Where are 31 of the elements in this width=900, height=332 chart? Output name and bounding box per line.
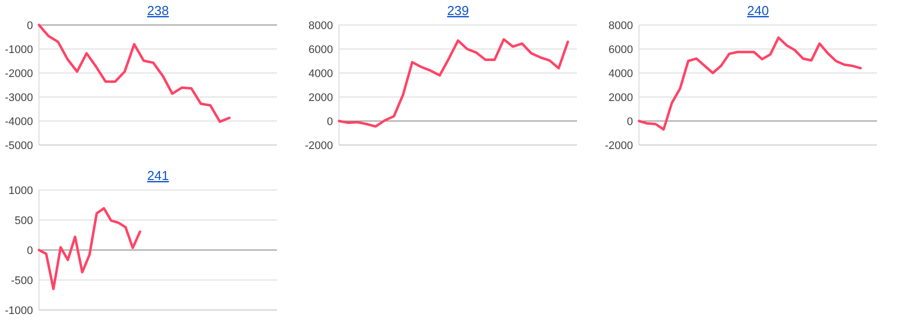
y-tick-label: 8000: [308, 20, 333, 32]
line-series: [38, 24, 231, 123]
y-tick-label: -3000: [4, 92, 33, 104]
y-tick-label: 4000: [608, 68, 633, 80]
y-tick-label: 0: [26, 244, 33, 257]
y-tick-label: 0: [26, 20, 33, 32]
y-tick-label: -500: [10, 274, 33, 287]
y-tick-label: 6000: [608, 44, 633, 56]
y-tick-label: 0: [626, 116, 633, 128]
chart-title: 240: [747, 3, 769, 18]
y-tick-label: 8000: [608, 20, 633, 32]
y-tick-label: -2000: [4, 68, 33, 80]
y-tick-label: -1000: [4, 44, 33, 56]
y-tick-label: 2000: [308, 92, 333, 104]
y-tick-label: -1000: [4, 304, 33, 317]
chart-title: 239: [447, 3, 469, 18]
line-series: [338, 38, 570, 128]
y-tick-label: -5000: [4, 140, 33, 152]
y-tick-label: 6000: [308, 44, 333, 56]
chart-title: 238: [147, 3, 169, 18]
y-tick-label: -2000: [304, 140, 333, 152]
y-tick-label: 2000: [608, 92, 633, 104]
y-tick-label: 0: [326, 116, 333, 128]
y-tick-label: -4000: [4, 116, 33, 128]
y-tick-label: 500: [14, 214, 33, 227]
chart-title: 241: [147, 168, 169, 183]
y-tick-label: 1000: [8, 184, 33, 197]
line-series: [638, 36, 862, 131]
y-tick-label: -2000: [604, 140, 633, 152]
y-tick-label: 4000: [308, 68, 333, 80]
line-series: [38, 207, 142, 290]
